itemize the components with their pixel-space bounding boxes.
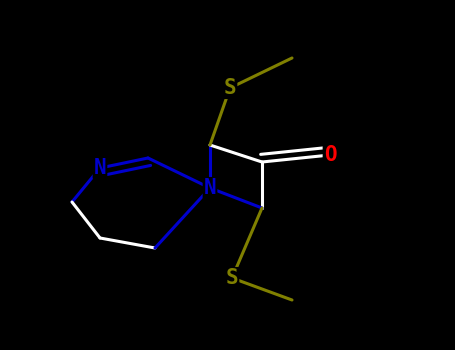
Text: O: O [324,145,336,165]
Text: N: N [94,158,106,178]
Text: N: N [204,178,216,198]
Text: S: S [224,78,236,98]
Text: S: S [226,268,238,288]
